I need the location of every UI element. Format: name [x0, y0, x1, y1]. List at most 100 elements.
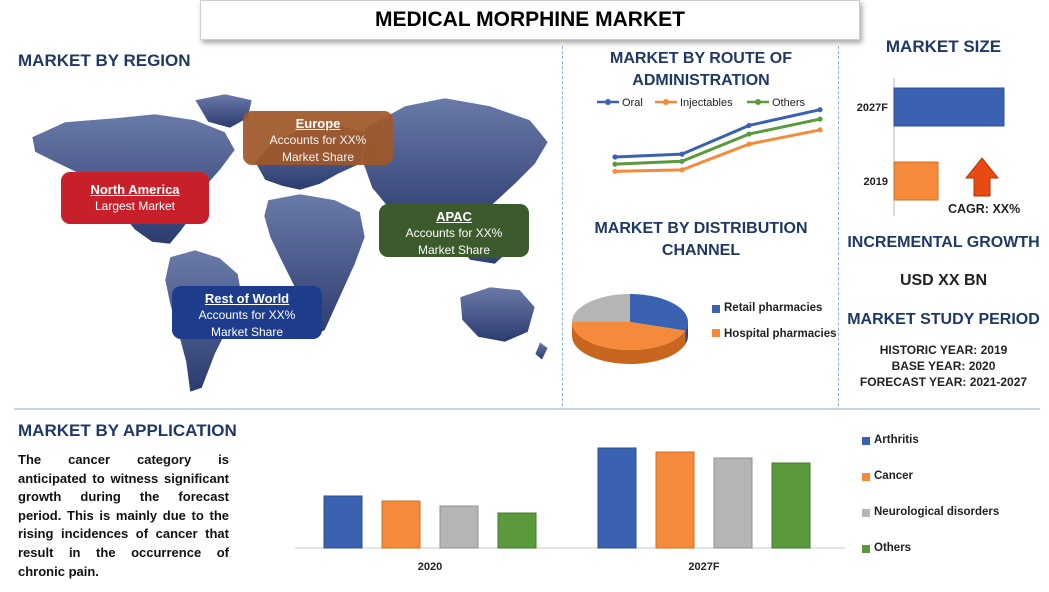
legend-item-neurological-disorders: Neurological disorders	[862, 506, 1042, 518]
forecast-year: FORECAST YEAR: 2021-2027	[859, 375, 1028, 389]
application-bars: 2020 2027F	[295, 447, 845, 573]
series-point	[817, 107, 823, 113]
region-box-north-america: North America Largest Market	[61, 172, 209, 224]
region-name: North America	[90, 182, 180, 197]
series-point	[612, 154, 618, 160]
bar-2027F-others	[771, 462, 811, 549]
route-heading: MARKET BY ROUTE OF ADMINISTRATION	[566, 48, 836, 92]
map-australia	[459, 286, 536, 343]
series-line-others	[614, 117, 821, 166]
route-lines	[612, 107, 823, 174]
bar-2027F-cancer	[655, 451, 695, 549]
series-point	[612, 161, 618, 167]
region-detail: Market Share	[417, 243, 491, 257]
x-tick-2027F: 2027F	[688, 561, 719, 573]
incremental-value: USD XX BN	[899, 272, 988, 289]
region-detail: Market Share	[210, 325, 284, 339]
legend-label: Arthritis	[874, 434, 919, 446]
market-size-bar-2027F	[893, 87, 1005, 127]
series-point	[679, 151, 685, 157]
series-point	[746, 131, 752, 137]
x-tick-2020: 2020	[418, 561, 442, 573]
distribution-heading-line1: MARKET BY DISTRIBUTION	[594, 220, 808, 237]
divider-vertical-2	[838, 46, 839, 406]
legend-label: Retail pharmacies	[724, 302, 823, 314]
application-legend: Arthritis Cancer Neurological disorders Oth…	[862, 434, 1042, 578]
legend-label: Hospital pharmacies	[724, 328, 837, 340]
pie-side-1	[572, 322, 686, 364]
legend-swatch	[862, 545, 870, 553]
legend-label: Neurological disorders	[874, 506, 1000, 518]
bar-2027F-neurological-disorders	[713, 457, 753, 549]
distribution-pie-chart	[572, 294, 688, 364]
legend-label-others: Others	[772, 97, 806, 109]
series-point	[817, 127, 823, 133]
region-name: APAC	[436, 209, 472, 224]
legend-label-oral: Oral	[622, 97, 643, 109]
distribution-heading: MARKET BY DISTRIBUTION CHANNEL	[566, 218, 836, 262]
legend-swatch	[862, 437, 870, 445]
pie-slice-2	[572, 294, 630, 322]
route-heading-line1: MARKET BY ROUTE OF	[610, 50, 792, 67]
legend-swatch	[862, 473, 870, 481]
map-asia	[361, 97, 549, 235]
region-box-europe: Europe Accounts for XX% Market Share	[243, 111, 393, 165]
market-size-label-2019: 2019	[864, 176, 888, 188]
market-size-bars: 2027F 2019	[857, 78, 1005, 216]
series-point	[679, 167, 685, 173]
series-point	[817, 116, 823, 122]
page-title: MEDICAL MORPHINE MARKET	[200, 0, 860, 40]
incremental-heading: INCREMENTAL GROWTH	[847, 234, 1040, 251]
growth-arrow-icon	[964, 157, 1000, 197]
legend-item-hospital: Hospital pharmacies	[712, 326, 837, 342]
application-heading: MARKET BY APPLICATION	[18, 421, 237, 440]
bar-2020-others	[497, 512, 537, 549]
map-new-zealand	[534, 341, 549, 361]
study-period-heading: MARKET STUDY PERIOD	[847, 311, 1040, 328]
pie-slice-0	[630, 294, 688, 331]
region-heading: MARKET BY REGION	[18, 51, 191, 70]
legend-swatch	[712, 305, 720, 313]
legend-item-arthritis: Arthritis	[862, 434, 1042, 446]
region-detail: Market Share	[281, 150, 355, 164]
series-point	[612, 168, 618, 174]
market-size-heading: MARKET SIZE	[885, 37, 1002, 56]
region-box-rest-of-world: Rest of World Accounts for XX% Market Sh…	[172, 286, 322, 339]
route-legend: Oral Injectables Others	[597, 97, 806, 109]
series-point	[746, 122, 752, 129]
divider-vertical-1	[562, 46, 563, 406]
cagr-label: CAGR: XX%	[948, 202, 1021, 216]
legend-item-others: Others	[862, 542, 1042, 554]
divider-horizontal	[14, 408, 1040, 410]
legend-swatch	[712, 329, 720, 337]
region-detail: Accounts for XX%	[198, 308, 296, 322]
region-name: Europe	[295, 116, 341, 131]
series-point	[746, 141, 752, 147]
map-africa	[263, 193, 366, 339]
series-point	[679, 158, 685, 164]
application-description: The cancer category is anticipated to wi…	[18, 452, 229, 579]
historic-year: HISTORIC YEAR: 2019	[879, 343, 1008, 357]
legend-label-injectables: Injectables	[680, 97, 733, 109]
study-period-details: HISTORIC YEAR: 2019 BASE YEAR: 2020 FORE…	[846, 342, 1041, 390]
bar-2020-arthritis	[323, 495, 363, 549]
region-box-apac: APAC Accounts for XX% Market Share	[379, 204, 529, 257]
distribution-legend: Retail pharmacies Hospital pharmacies	[712, 302, 837, 342]
series-line-injectables	[614, 128, 821, 173]
bar-2027F-arthritis	[597, 447, 637, 549]
application-bar-chart: 2020 2027F	[295, 447, 845, 573]
route-line-chart: Oral Injectables Others	[597, 97, 823, 174]
region-name: Rest of World	[204, 291, 290, 306]
pie-slices	[572, 294, 688, 364]
legend-item-retail: Retail pharmacies	[712, 302, 837, 314]
legend-marker	[755, 99, 761, 105]
distribution-heading-line2: CHANNEL	[661, 242, 741, 259]
legend-item-cancer: Cancer	[862, 470, 1042, 482]
base-year: BASE YEAR: 2020	[891, 359, 996, 373]
region-detail: Accounts for XX%	[405, 226, 503, 240]
legend-marker	[605, 99, 611, 105]
region-detail: Accounts for XX%	[269, 133, 367, 147]
series-line-oral	[614, 108, 821, 159]
market-size-chart: 2027F 2019	[857, 78, 1005, 216]
pie-slice-1	[572, 322, 686, 350]
